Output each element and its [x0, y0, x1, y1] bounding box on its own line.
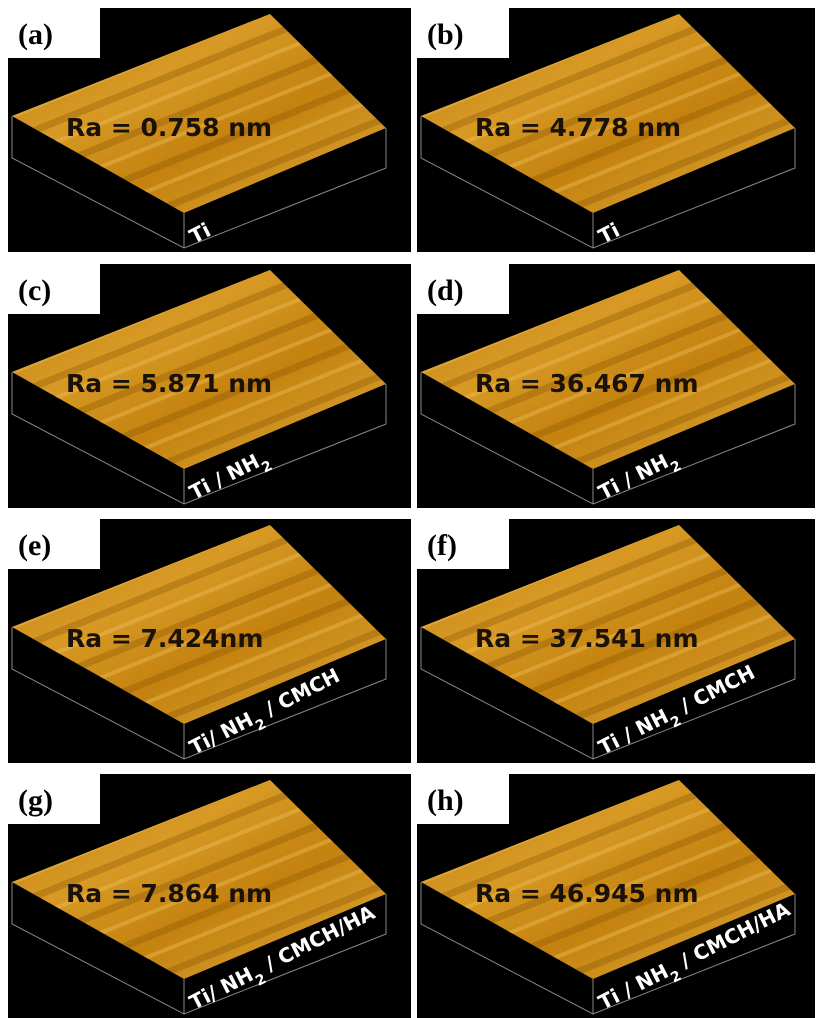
panel-tag: (e) — [18, 529, 51, 562]
roughness-value: Ra = 4.778 nm — [475, 113, 681, 142]
roughness-value: Ra = 36.467 nm — [475, 369, 699, 398]
roughness-value: Ra = 7.864 nm — [66, 879, 272, 908]
roughness-value: Ra = 5.871 nm — [66, 369, 272, 398]
panel-tag: (h) — [427, 784, 464, 817]
panel-tag: (c) — [18, 274, 51, 307]
panel-tag: (g) — [18, 784, 53, 817]
panel-tag: (b) — [427, 18, 464, 51]
panel-tag: (a) — [18, 18, 53, 51]
roughness-value: Ra = 0.758 nm — [66, 113, 272, 142]
figure: (a)Ra = 0.758 nmTi(b)Ra = 4.778 nmTi(c)R… — [0, 0, 819, 1018]
page: {"panels": [ {"tag": "(a)", "ra": "Ra = … — [0, 0, 819, 1018]
roughness-value: Ra = 46.945 nm — [475, 879, 699, 908]
panel-tag: (f) — [427, 529, 457, 562]
panel-tag: (d) — [427, 274, 464, 307]
roughness-value: Ra = 7.424nm — [66, 624, 263, 653]
roughness-value: Ra = 37.541 nm — [475, 624, 699, 653]
